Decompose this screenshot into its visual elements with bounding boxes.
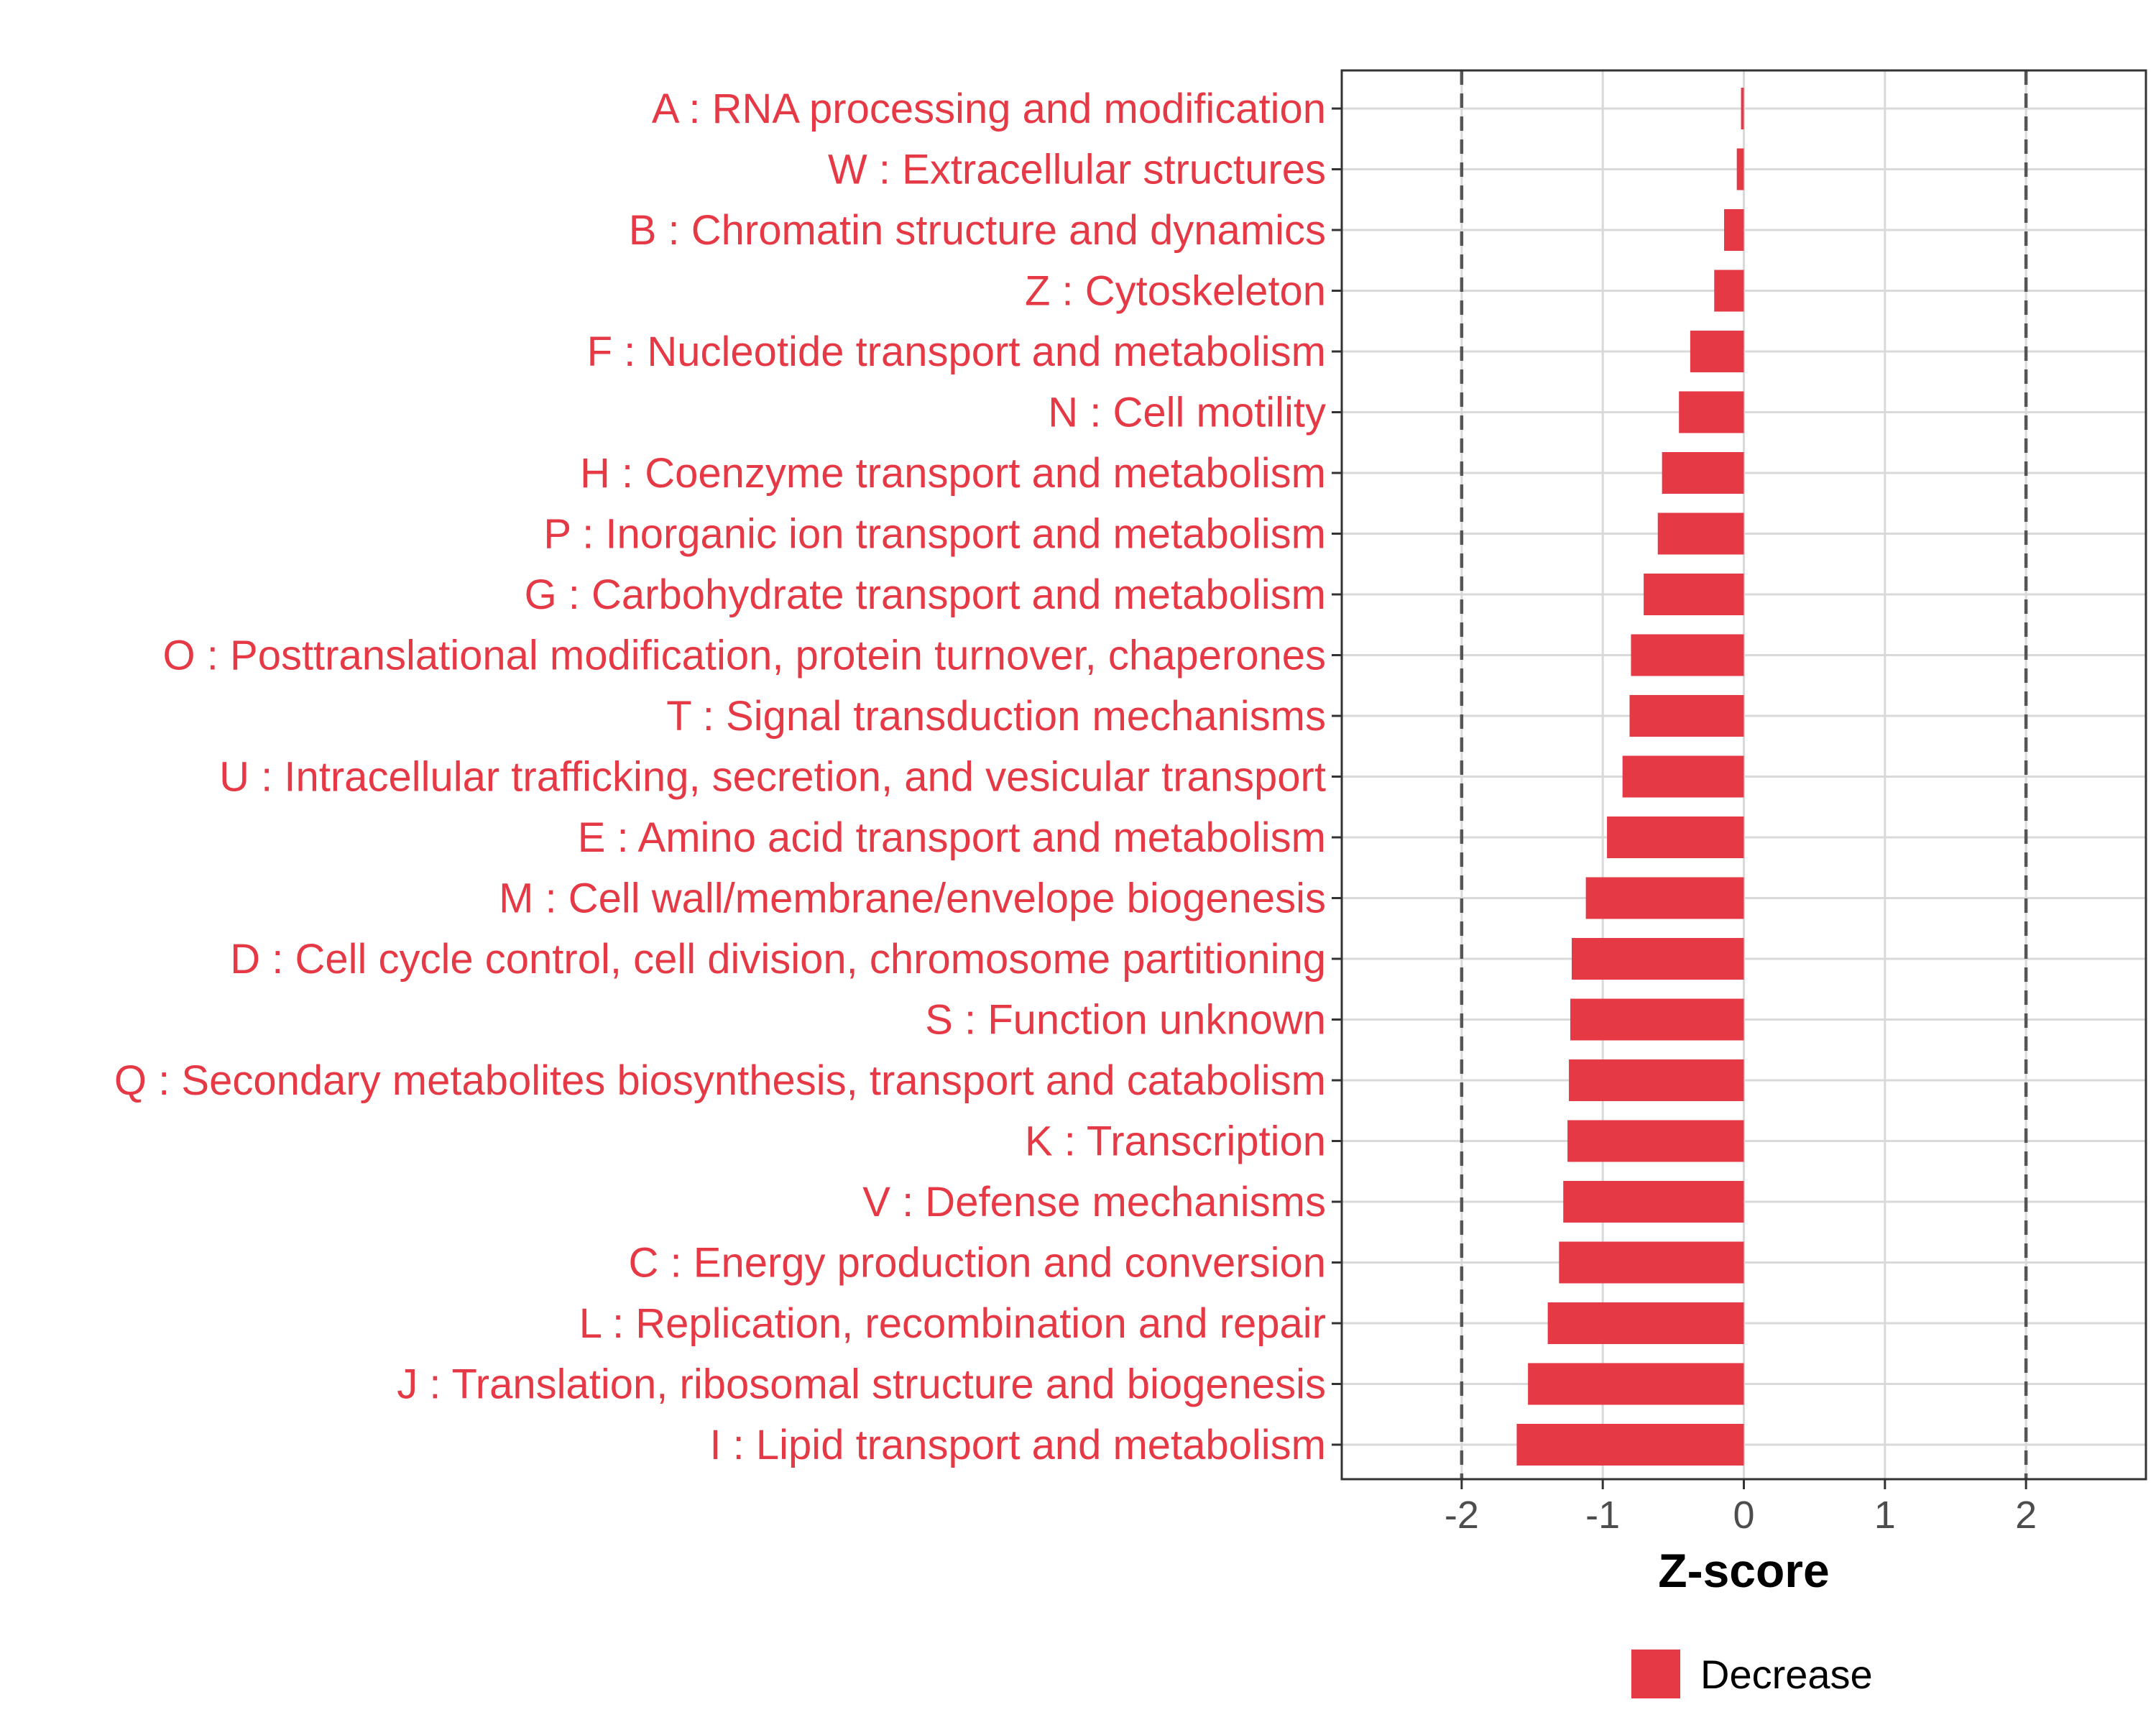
bar — [1662, 452, 1744, 494]
y-tick-label: B : Chromatin structure and dynamics — [629, 207, 1326, 254]
bar — [1631, 634, 1744, 676]
y-tick-label: Q : Secondary metabolites biosynthesis, … — [114, 1057, 1326, 1104]
y-tick-label: I : Lipid transport and metabolism — [709, 1422, 1326, 1468]
x-tick-label: 2 — [2015, 1494, 2037, 1537]
x-tick-label: -2 — [1445, 1494, 1479, 1537]
y-tick-label: C : Energy production and conversion — [629, 1240, 1326, 1287]
x-tick-label: -1 — [1585, 1494, 1620, 1537]
y-tick-label: Z : Cytoskeleton — [1025, 268, 1326, 315]
bar — [1736, 148, 1744, 190]
y-tick-label: M : Cell wall/membrane/envelope biogenes… — [499, 875, 1326, 922]
bar — [1644, 574, 1744, 615]
bar — [1563, 1181, 1744, 1223]
legend: Decrease — [1631, 1650, 1873, 1698]
y-tick-label: E : Amino acid transport and metabolism — [578, 814, 1326, 861]
legend-label-decrease: Decrease — [1700, 1652, 1873, 1697]
x-tick-label: 1 — [1874, 1494, 1896, 1537]
x-tick-label: 0 — [1733, 1494, 1754, 1537]
reference-lines — [1460, 70, 2028, 1479]
y-tick-label: N : Cell motility — [1048, 390, 1326, 436]
y-tick-label: F : Nucleotide transport and metabolism — [587, 328, 1326, 375]
bar — [1690, 331, 1744, 372]
bar — [1571, 938, 1744, 980]
y-tick-label: U : Intracellular trafficking, secretion… — [219, 754, 1326, 801]
y-tick-label: A : RNA processing and modification — [652, 86, 1326, 132]
bar — [1569, 1059, 1744, 1101]
bar — [1528, 1363, 1744, 1405]
y-tick-label: L : Replication, recombination and repai… — [579, 1300, 1326, 1347]
bar — [1607, 816, 1744, 858]
bar — [1547, 1302, 1744, 1344]
y-tick-label: G : Carbohydrate transport and metabolis… — [525, 571, 1326, 618]
y-tick-label: K : Transcription — [1025, 1118, 1326, 1165]
y-tick-label: J : Translation, ribosomal structure and… — [397, 1361, 1326, 1408]
y-tick-label: V : Defense mechanisms — [862, 1179, 1326, 1225]
y-tick-label: O : Posttranslational modification, prot… — [163, 632, 1326, 679]
y-tick-label: H : Coenzyme transport and metabolism — [580, 450, 1326, 497]
bar — [1724, 209, 1744, 251]
x-axis: -2 -1 0 1 2 — [1445, 1479, 2037, 1537]
bar — [1629, 695, 1744, 737]
y-tick-label: S : Function unknown — [925, 997, 1326, 1044]
y-tick-label: W : Extracellular structures — [828, 147, 1326, 193]
bar — [1567, 1120, 1744, 1162]
bar — [1657, 512, 1744, 555]
y-axis: A : RNA processing and modification W : E… — [114, 86, 1342, 1468]
bars — [1516, 88, 1744, 1466]
bar — [1516, 1424, 1744, 1466]
legend-swatch-decrease — [1631, 1650, 1680, 1698]
bar — [1570, 998, 1744, 1041]
bar — [1679, 391, 1744, 433]
y-tick-label: P : Inorganic ion transport and metaboli… — [543, 511, 1326, 558]
y-tick-label: D : Cell cycle control, cell division, c… — [230, 936, 1326, 983]
bar — [1714, 270, 1744, 312]
bar — [1559, 1241, 1744, 1284]
x-axis-title: Z-score — [1658, 1544, 1829, 1597]
bar — [1585, 877, 1744, 919]
bar — [1622, 755, 1744, 798]
y-tick-label: T : Signal transduction mechanisms — [666, 693, 1326, 740]
bar — [1741, 88, 1744, 129]
